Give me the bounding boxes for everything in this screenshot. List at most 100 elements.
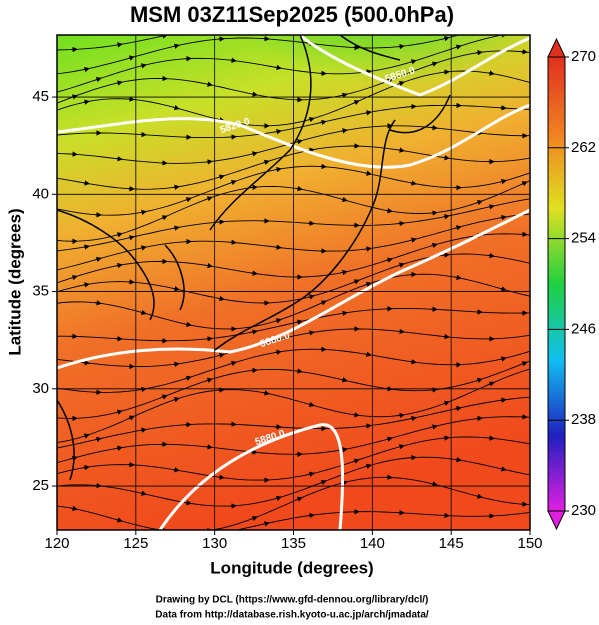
flow-arrow bbox=[307, 512, 315, 519]
flow-arrow bbox=[115, 517, 123, 523]
colorbar-min-arrow bbox=[547, 510, 566, 531]
flow-arrow bbox=[307, 330, 315, 336]
streamline bbox=[57, 273, 530, 330]
flow-arrow bbox=[217, 352, 225, 359]
flow-arrow bbox=[499, 214, 507, 221]
flow-arrow bbox=[442, 252, 450, 258]
flow-arrow bbox=[172, 43, 180, 49]
flow-arrow bbox=[409, 180, 417, 186]
flow-arrow bbox=[499, 179, 507, 185]
credit-line: Data from http://database.rish.kyoto-u.a… bbox=[155, 610, 429, 621]
flow-arrow bbox=[139, 490, 147, 496]
flow-arrow bbox=[487, 204, 495, 210]
flow-arrow bbox=[397, 328, 405, 335]
flow-arrow bbox=[488, 25, 494, 27]
flow-arrow bbox=[340, 269, 348, 276]
flow-arrow bbox=[430, 61, 438, 67]
flow-arrow bbox=[274, 495, 282, 501]
flow-arrow bbox=[397, 220, 405, 227]
streamline bbox=[57, 35, 170, 51]
colorbar-tick-label: 254 bbox=[571, 230, 596, 247]
cold-region bbox=[240, 35, 530, 120]
flow-arrow bbox=[454, 225, 462, 231]
flow-arrow bbox=[409, 415, 417, 422]
flow-arrow bbox=[217, 474, 225, 480]
flow-arrow bbox=[397, 444, 405, 450]
flow-arrow bbox=[454, 405, 462, 412]
flow-arrow bbox=[454, 274, 462, 281]
flow-arrow bbox=[172, 225, 180, 231]
flow-arrow bbox=[127, 55, 135, 61]
flow-arrow bbox=[352, 279, 360, 285]
flow-arrow bbox=[94, 300, 102, 306]
flow-arrow bbox=[499, 286, 507, 292]
flow-arrow bbox=[205, 377, 213, 383]
flow-arrow bbox=[274, 166, 282, 173]
coastlines bbox=[57, 35, 451, 481]
streamline bbox=[57, 180, 530, 242]
x-tick-label: 150 bbox=[517, 535, 542, 552]
y-tick-label: 25 bbox=[32, 477, 49, 494]
flow-arrow bbox=[250, 91, 258, 97]
colorbar bbox=[547, 56, 566, 512]
streamline bbox=[57, 396, 530, 449]
streamline bbox=[57, 348, 530, 393]
flow-arrow bbox=[319, 300, 327, 306]
flow-arrow bbox=[115, 80, 123, 86]
flow-arrow bbox=[250, 516, 258, 522]
flow-arrow bbox=[229, 360, 237, 367]
flow-arrow bbox=[442, 333, 450, 340]
flow-arrow bbox=[340, 92, 348, 98]
flow-arrow bbox=[364, 423, 372, 429]
flow-arrow bbox=[127, 96, 135, 102]
flow-arrow bbox=[184, 197, 192, 203]
flow-arrow bbox=[229, 180, 237, 186]
flow-arrow bbox=[476, 14, 482, 15]
flow-arrow bbox=[499, 466, 507, 472]
y-axis-label: Latitude (degrees) bbox=[5, 208, 24, 355]
flow-arrow bbox=[115, 262, 123, 269]
streamline bbox=[57, 213, 530, 271]
flow-arrow bbox=[307, 471, 315, 477]
flow-arrow bbox=[160, 215, 168, 221]
flow-arrow bbox=[430, 481, 438, 487]
flow-arrow bbox=[115, 232, 123, 238]
streamline bbox=[57, 35, 504, 93]
flow-arrow bbox=[520, 231, 528, 238]
flow-arrow bbox=[499, 397, 507, 403]
y-tick-label: 30 bbox=[32, 380, 49, 397]
flow-arrow bbox=[172, 361, 180, 367]
flow-arrow bbox=[127, 235, 135, 241]
flow-arrow bbox=[520, 361, 528, 367]
flow-arrow bbox=[139, 209, 147, 216]
flow-arrow bbox=[274, 318, 282, 324]
flow-arrow bbox=[352, 100, 360, 106]
flow-arrow bbox=[454, 44, 462, 50]
flow-arrow bbox=[218, 533, 224, 534]
flow-arrow bbox=[385, 257, 393, 263]
x-tick-label: 120 bbox=[44, 535, 69, 552]
streamline bbox=[235, 511, 530, 530]
flow-arrow bbox=[352, 458, 360, 464]
flow-arrow bbox=[250, 184, 258, 191]
flow-arrow bbox=[475, 200, 483, 206]
flow-arrow bbox=[487, 70, 495, 76]
flow-arrow bbox=[475, 50, 483, 56]
streamline bbox=[57, 308, 530, 342]
credit-line: Drawing by DCL (https://www.gfd-dennou.o… bbox=[156, 595, 429, 606]
flow-arrow bbox=[94, 436, 102, 443]
flow-arrow bbox=[82, 464, 90, 471]
flow-arrow bbox=[487, 252, 495, 259]
streamlines bbox=[57, 14, 530, 534]
flow-arrow bbox=[307, 294, 315, 300]
flow-arrow bbox=[409, 359, 417, 365]
flow-arrow bbox=[307, 117, 315, 123]
flow-arrow bbox=[487, 435, 495, 441]
flow-arrow bbox=[250, 270, 258, 276]
flow-arrow bbox=[340, 128, 348, 134]
x-axis-label: Longitude (degrees) bbox=[210, 558, 373, 577]
x-tick-label: 135 bbox=[281, 535, 306, 552]
flow-arrow bbox=[397, 43, 405, 50]
flow-arrow bbox=[430, 124, 438, 131]
flow-arrow bbox=[184, 500, 192, 506]
